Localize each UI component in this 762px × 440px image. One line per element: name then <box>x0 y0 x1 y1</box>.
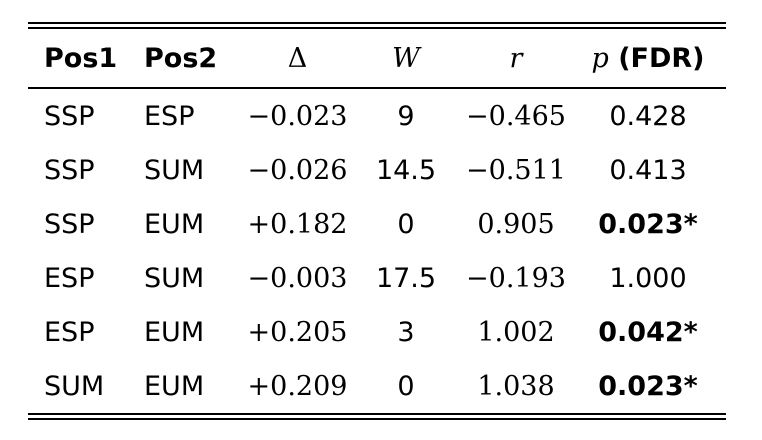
table-cell: 14.5 <box>375 154 437 186</box>
table-cell: +0.182 <box>247 208 348 240</box>
table-row: SSP SUM −0.026 14.5 −0.511 0.413 <box>28 143 726 197</box>
table-cell: 0 <box>397 370 415 402</box>
table-cell: 1.038 <box>477 370 555 402</box>
header-cell: Pos2 <box>128 25 245 89</box>
table-cell: 9 <box>397 100 415 132</box>
table-cell: 0.905 <box>477 208 555 240</box>
table-cell: 0 <box>397 208 415 240</box>
header-symbol: p <box>591 42 609 74</box>
table-cell: SSP <box>44 100 95 132</box>
header-suffix: (FDR) <box>618 42 705 74</box>
table-cell: SUM <box>144 154 205 186</box>
table-cell: SUM <box>44 370 105 402</box>
table-cell: ESP <box>144 100 195 132</box>
table-cell: ESP <box>44 262 95 294</box>
header-cell: p (FDR) <box>570 25 726 89</box>
table-cell: SUM <box>144 262 205 294</box>
table-row: ESP SUM −0.003 17.5 −0.193 1.000 <box>28 251 726 305</box>
table-cell: 1.002 <box>477 316 555 348</box>
table-cell: +0.209 <box>247 370 348 402</box>
table-cell: −0.023 <box>247 100 348 132</box>
table-cell: 17.5 <box>375 262 437 294</box>
table-cell: −0.026 <box>247 154 348 186</box>
header-cell: Pos1 <box>28 25 128 89</box>
header-cell: Δ <box>245 25 350 89</box>
table-cell: −0.465 <box>466 100 566 132</box>
table-cell: 1.000 <box>609 262 687 294</box>
table-header: Pos1 Pos2 Δ W r p (FDR) <box>28 25 726 89</box>
table-cell: 3 <box>397 316 415 348</box>
table-cell: +0.205 <box>247 316 348 348</box>
table-cell: EUM <box>144 370 205 402</box>
header-cell: W <box>350 25 462 89</box>
table-cell: 0.023* <box>598 208 698 240</box>
table-row: ESP EUM +0.205 3 1.002 0.042* <box>28 305 726 359</box>
table-row: SSP EUM +0.182 0 0.905 0.023* <box>28 197 726 251</box>
table-cell: 0.023* <box>598 370 698 402</box>
table-cell: −0.511 <box>466 154 566 186</box>
table-cell: EUM <box>144 316 205 348</box>
header-cell: r <box>462 25 570 89</box>
table-cell: −0.193 <box>466 262 566 294</box>
results-table: Pos1 Pos2 Δ W r p (FDR) SSP ESP −0.023 9 −0.… <box>28 22 726 420</box>
table-cell: 0.413 <box>609 154 687 186</box>
table-cell: EUM <box>144 208 205 240</box>
header-row: Pos1 Pos2 Δ W r p (FDR) <box>28 25 726 89</box>
table-cell: 0.042* <box>598 316 698 348</box>
table-row: SSP ESP −0.023 9 −0.465 0.428 <box>28 88 726 143</box>
table-body: SSP ESP −0.023 9 −0.465 0.428 SSP SUM −0.026 14.5… <box>28 88 726 417</box>
table-cell: ESP <box>44 316 95 348</box>
table-row: SUM EUM +0.209 0 1.038 0.023* <box>28 359 726 417</box>
table-cell: SSP <box>44 154 95 186</box>
table-cell: 0.428 <box>609 100 687 132</box>
table-cell: −0.003 <box>247 262 348 294</box>
table-cell: SSP <box>44 208 95 240</box>
